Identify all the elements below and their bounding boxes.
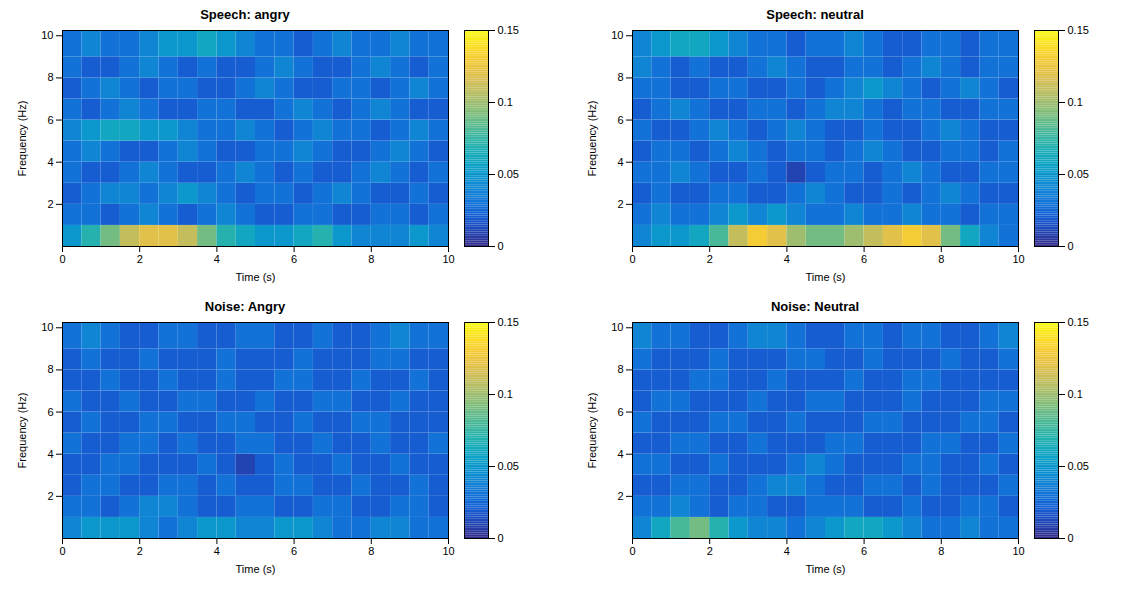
svg-text:0.05: 0.05 — [1068, 460, 1089, 472]
svg-text:8: 8 — [617, 71, 623, 83]
svg-text:10: 10 — [1012, 253, 1024, 265]
svg-text:0.15: 0.15 — [1068, 316, 1089, 328]
svg-text:2: 2 — [707, 253, 713, 265]
svg-text:10: 10 — [442, 545, 454, 557]
svg-text:10: 10 — [442, 253, 454, 265]
svg-text:4: 4 — [617, 448, 623, 460]
svg-text:10: 10 — [1012, 545, 1024, 557]
svg-text:4: 4 — [214, 253, 220, 265]
svg-text:0.1: 0.1 — [1068, 96, 1083, 108]
svg-text:Frequency (Hz): Frequency (Hz) — [586, 101, 598, 177]
svg-text:10: 10 — [611, 29, 623, 41]
svg-text:2: 2 — [47, 490, 53, 502]
svg-text:0.1: 0.1 — [1068, 388, 1083, 400]
svg-text:0.05: 0.05 — [1068, 168, 1089, 180]
svg-text:Frequency (Hz): Frequency (Hz) — [586, 393, 598, 469]
html-text:Noise: Neutral: Noise: Neutral — [770, 299, 860, 314]
svg-text:8: 8 — [368, 545, 374, 557]
svg-text:0.15: 0.15 — [498, 24, 519, 36]
svg-text:Time (s): Time (s) — [236, 271, 276, 283]
svg-text:0.1: 0.1 — [498, 96, 513, 108]
svg-text:2: 2 — [137, 253, 143, 265]
svg-text:8: 8 — [47, 71, 53, 83]
svg-text:0: 0 — [1068, 240, 1074, 252]
svg-text:2: 2 — [137, 545, 143, 557]
svg-text:0.05: 0.05 — [498, 460, 519, 472]
svg-text:4: 4 — [784, 253, 790, 265]
svg-text:4: 4 — [784, 545, 790, 557]
svg-text:2: 2 — [617, 198, 623, 210]
svg-text:0: 0 — [59, 253, 65, 265]
svg-text:0.15: 0.15 — [498, 316, 519, 328]
svg-text:8: 8 — [368, 253, 374, 265]
svg-text:10: 10 — [41, 321, 53, 333]
svg-text:0: 0 — [59, 545, 65, 557]
svg-text:4: 4 — [47, 156, 53, 168]
svg-text:Frequency (Hz): Frequency (Hz) — [16, 393, 28, 469]
svg-text:Frequency (Hz): Frequency (Hz) — [16, 101, 28, 177]
svg-text:0.1: 0.1 — [498, 388, 513, 400]
svg-text:0.05: 0.05 — [498, 168, 519, 180]
svg-text:0: 0 — [1068, 532, 1074, 544]
svg-text:8: 8 — [617, 363, 623, 375]
svg-text:6: 6 — [47, 114, 53, 126]
svg-text:0: 0 — [629, 253, 635, 265]
svg-text:6: 6 — [617, 406, 623, 418]
svg-text:6: 6 — [47, 406, 53, 418]
svg-text:Time (s): Time (s) — [236, 563, 276, 575]
svg-text:8: 8 — [47, 363, 53, 375]
svg-text:4: 4 — [617, 156, 623, 168]
svg-text:10: 10 — [41, 29, 53, 41]
svg-text:0.15: 0.15 — [1068, 24, 1089, 36]
svg-text:6: 6 — [291, 545, 297, 557]
svg-text:2: 2 — [47, 198, 53, 210]
svg-text:4: 4 — [47, 448, 53, 460]
svg-text:6: 6 — [861, 253, 867, 265]
html-text:Noise: Angry: Noise: Angry — [204, 299, 286, 314]
svg-text:8: 8 — [938, 545, 944, 557]
svg-text:0: 0 — [498, 532, 504, 544]
svg-text:Time (s): Time (s) — [806, 271, 846, 283]
svg-text:2: 2 — [617, 490, 623, 502]
html-text:Speech: angry: Speech: angry — [200, 7, 290, 22]
svg-text:10: 10 — [611, 321, 623, 333]
svg-text:0: 0 — [629, 545, 635, 557]
html-text:Speech: neutral: Speech: neutral — [766, 7, 864, 22]
svg-text:6: 6 — [617, 114, 623, 126]
svg-text:Time (s): Time (s) — [806, 563, 846, 575]
svg-text:6: 6 — [861, 545, 867, 557]
svg-text:6: 6 — [291, 253, 297, 265]
svg-text:4: 4 — [214, 545, 220, 557]
svg-text:0: 0 — [498, 240, 504, 252]
svg-text:2: 2 — [707, 545, 713, 557]
svg-text:8: 8 — [938, 253, 944, 265]
